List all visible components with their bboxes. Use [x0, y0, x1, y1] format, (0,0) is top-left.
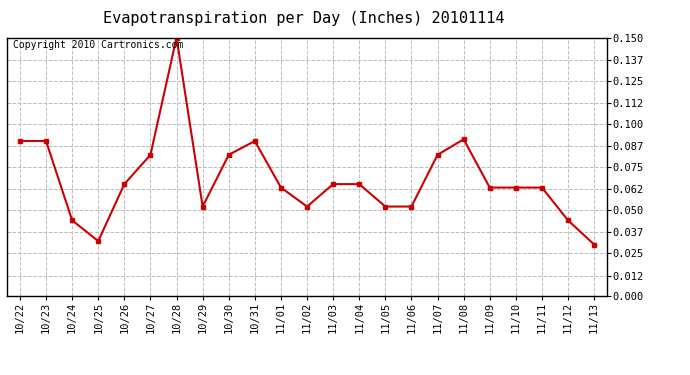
Text: Evapotranspiration per Day (Inches) 20101114: Evapotranspiration per Day (Inches) 2010… — [103, 11, 504, 26]
Text: Copyright 2010 Cartronics.com: Copyright 2010 Cartronics.com — [13, 40, 184, 50]
